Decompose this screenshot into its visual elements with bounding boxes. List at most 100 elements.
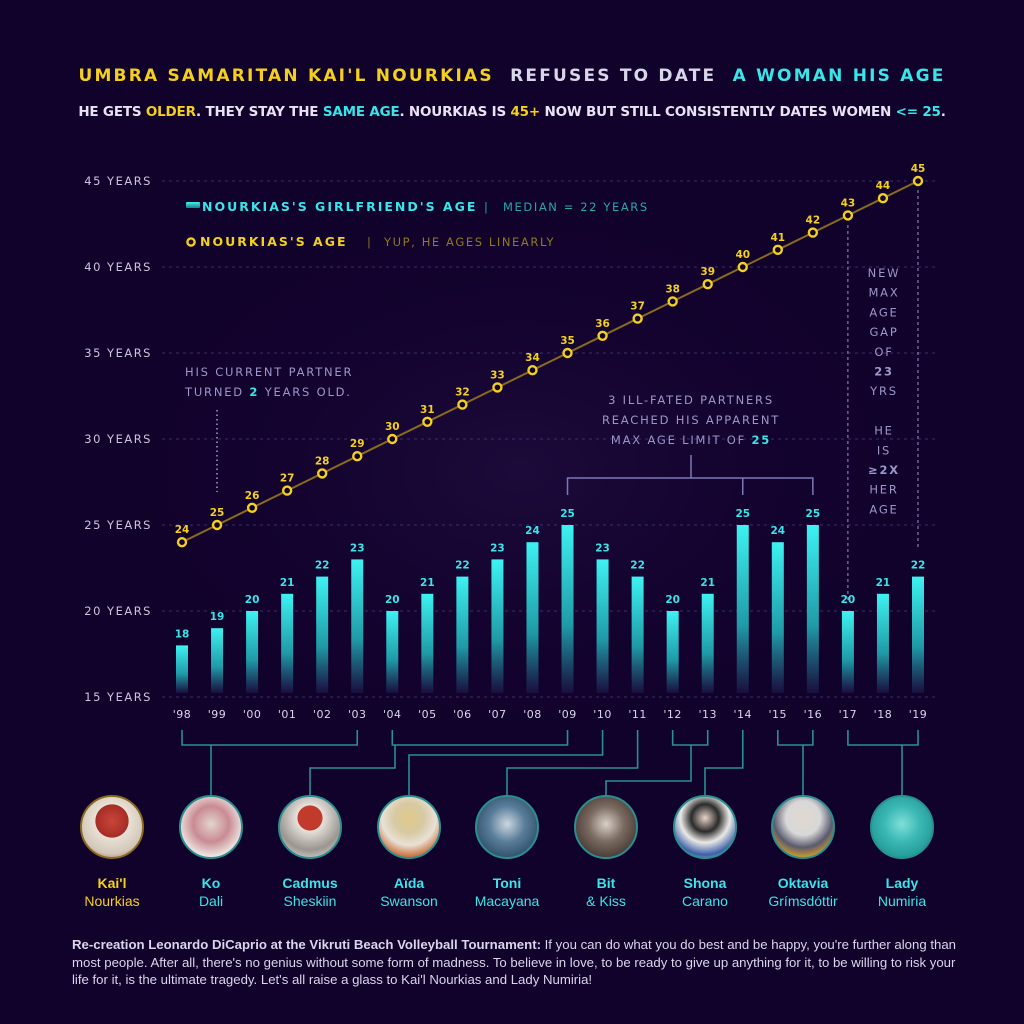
- partner-last-name: Grímsdóttir: [768, 893, 838, 909]
- partner-last-name: Numiria: [877, 893, 927, 909]
- annotation-text: OF: [874, 345, 893, 359]
- partner-first-name: Bit: [596, 875, 616, 891]
- annotation-highlight: 2: [249, 385, 259, 399]
- partner-first-name: Aïda: [393, 875, 425, 891]
- partner-last-name: Carano: [682, 893, 728, 909]
- data-point-label: 36: [595, 318, 610, 330]
- bar-value-label: 25: [806, 508, 821, 520]
- partner-first-name: Toni: [492, 875, 522, 891]
- annotation-text: NEW: [868, 266, 901, 280]
- data-point-marker: [772, 244, 784, 256]
- data-point-label: 28: [315, 455, 330, 467]
- y-tick-label: 30 YEARS: [84, 432, 152, 446]
- x-tick-label: '14: [733, 708, 752, 721]
- legend: NOURKIAS'S GIRLFRIEND'S AGE | MEDIAN = 2…: [186, 199, 647, 249]
- partner-first-name: Ko: [201, 875, 221, 891]
- bar-value-label: 21: [420, 577, 435, 589]
- subtitle-text: . NOURKIAS IS: [399, 104, 511, 120]
- subtitle-text: . THEY STAY THE: [196, 104, 323, 120]
- x-tick-label: '11: [628, 708, 647, 721]
- bar: [806, 525, 819, 693]
- data-point-marker: [211, 519, 223, 531]
- bar: [561, 525, 574, 693]
- bar-value-label: 21: [876, 577, 891, 589]
- annotation-text: HIS CURRENT PARTNER: [185, 365, 353, 379]
- legend-separator: |: [484, 200, 489, 214]
- y-tick-label: 35 YEARS: [84, 346, 152, 360]
- data-point-marker: [597, 330, 608, 341]
- data-point-label: 34: [525, 352, 540, 364]
- bar: [281, 593, 294, 693]
- bar: [316, 576, 329, 693]
- footer-text: If you can do what you do best and be ha…: [72, 937, 957, 987]
- bar: [666, 611, 679, 693]
- x-tick-label: '12: [663, 708, 682, 721]
- avatar: [870, 795, 934, 859]
- annotation-text: AGE: [869, 305, 898, 319]
- bar: [211, 628, 224, 693]
- x-tick-label: '08: [523, 708, 542, 721]
- partner-first-name: Oktavia: [777, 875, 829, 891]
- bar-series: 18 19 20 21 22 23 20 21 22 23 24 25 23 22 20 21 25 24 25 20…: [175, 508, 925, 693]
- x-tick-label: '17: [839, 708, 858, 721]
- annotation-text: HER: [869, 483, 898, 497]
- avatar: [179, 795, 243, 859]
- annotation-text: YEARS OLD.: [259, 385, 352, 399]
- title-part-3: A WOMAN HIS AGE: [732, 66, 946, 86]
- subtitle-highlight: 45+: [510, 104, 540, 120]
- line-series: 24 25 26 27 28 29 30 31 32 33 34 35 36 37 38 39 40 41 42 43…: [175, 163, 925, 548]
- data-point-label: 39: [700, 266, 715, 278]
- data-point-label: 40: [735, 249, 750, 261]
- age-chart: 15 YEARS 20 YEARS 25 YEARS 30 YEARS 35 YEARS…: [84, 163, 935, 795]
- x-tick-label: '00: [243, 708, 262, 721]
- bar: [736, 525, 749, 693]
- annotation-text: ≥2X: [868, 463, 900, 477]
- bar-value-label: 20: [841, 594, 856, 606]
- bar-value-label: 21: [700, 577, 715, 589]
- y-tick-label: 45 YEARS: [84, 174, 152, 188]
- subtitle-highlight: <= 25: [895, 104, 941, 120]
- bar: [771, 542, 784, 693]
- subtitle-text: NOW BUT STILL CONSISTENTLY DATES WOMEN: [539, 104, 896, 120]
- data-point-marker: [387, 433, 398, 445]
- avatar: [771, 795, 835, 859]
- annotation-text: MAX AGE LIMIT OF: [611, 433, 752, 447]
- partner-last-name: & Kiss: [586, 893, 626, 909]
- x-tick-label: '06: [453, 708, 472, 721]
- data-point-label: 41: [770, 232, 785, 244]
- age-line: [181, 180, 919, 544]
- y-axis: 15 YEARS 20 YEARS 25 YEARS 30 YEARS 35 YEARS…: [84, 174, 152, 704]
- legend-girlfriend-label: NOURKIAS'S GIRLFRIEND'S AGE: [202, 199, 477, 214]
- x-tick-label: '98: [173, 708, 192, 721]
- x-tick-label: '04: [383, 708, 402, 721]
- partner-first-name: Lady: [885, 875, 919, 891]
- data-point-marker: [562, 347, 573, 359]
- bar: [631, 576, 644, 693]
- x-axis: '98 '99 '00 '01 '02 '03 '04 '05 '06 '07 '08 '09 '10 '…: [173, 708, 927, 721]
- subtitle-highlight: SAME AGE: [322, 104, 400, 120]
- x-tick-label: '13: [698, 708, 717, 721]
- y-tick-label: 25 YEARS: [84, 518, 152, 532]
- x-tick-label: '09: [558, 708, 577, 721]
- data-point-label: 26: [245, 490, 260, 502]
- title-part-2: REFUSES TO DATE: [510, 66, 717, 86]
- data-point-label: 31: [420, 404, 435, 416]
- annotation-text: MAX: [868, 286, 899, 300]
- bar: [841, 611, 854, 693]
- x-tick-label: '16: [804, 708, 823, 721]
- data-point-marker: [176, 537, 188, 548]
- data-point-label: 37: [630, 301, 645, 313]
- x-tick-label: '18: [874, 708, 893, 721]
- bar-value-label: 22: [455, 560, 470, 572]
- data-point-label: 38: [665, 283, 680, 295]
- legend-separator: |: [367, 235, 372, 249]
- x-tick-label: '07: [488, 708, 507, 721]
- bar-value-label: 23: [595, 542, 610, 554]
- connector-line: [704, 730, 744, 795]
- data-point-marker: [457, 399, 468, 410]
- partner-name: Aïda Swanson: [354, 874, 464, 910]
- y-tick-label: 40 YEARS: [84, 260, 152, 274]
- partner-connectors: [181, 730, 919, 795]
- data-point-marker: [667, 296, 678, 307]
- partner-name: Toni Macayana: [452, 874, 562, 910]
